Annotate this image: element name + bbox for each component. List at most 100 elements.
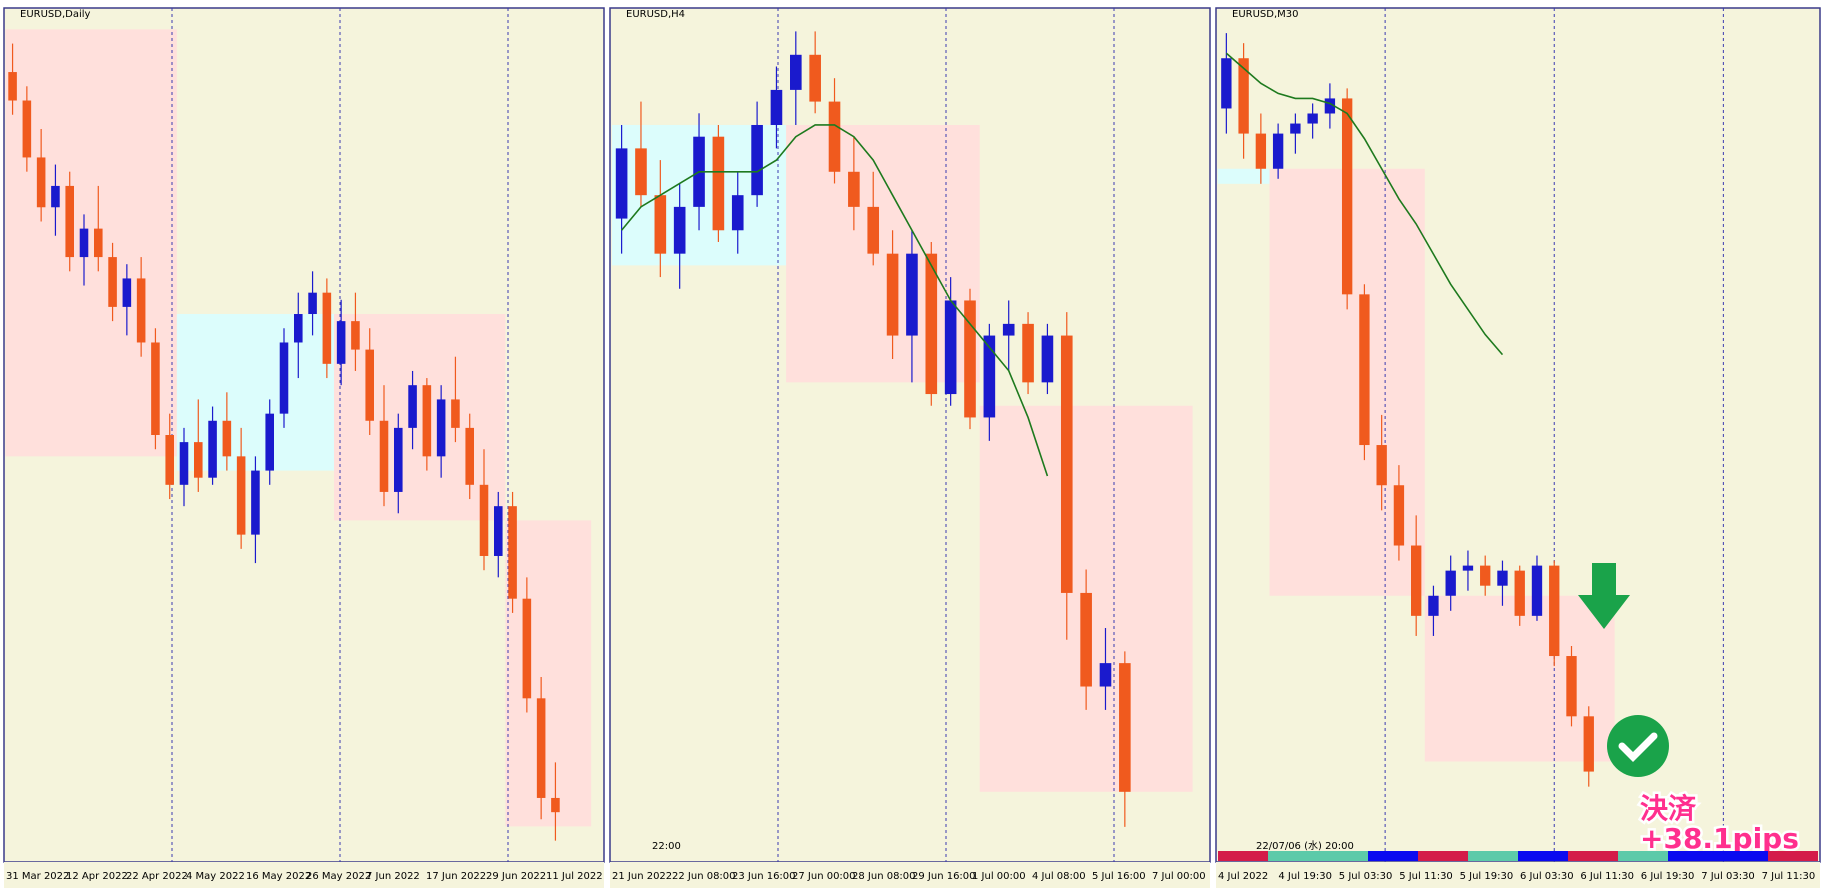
x-tick-label: 22 Jun 08:00: [672, 871, 736, 882]
x-tick-label: 7 Jul 11:30: [1762, 871, 1816, 882]
candle-body: [1060, 335, 1073, 593]
candle-body: [151, 342, 160, 435]
axis-strip: [1216, 862, 1820, 888]
x-tick-label: 6 Jul 19:30: [1641, 871, 1695, 882]
candle-body: [1411, 545, 1422, 616]
candle-body: [408, 385, 417, 428]
candle-body: [294, 314, 303, 343]
candle-body: [322, 292, 332, 364]
zone: [505, 520, 592, 827]
chart-panel: EURUSD,M30 4 Jul 2022 4 Jul 19:30 5 Jul 03:…: [1215, 7, 1821, 888]
candle-body: [165, 435, 174, 485]
candle-body: [508, 506, 517, 599]
candle-body: [94, 228, 103, 258]
candle-body: [925, 253, 938, 395]
panel-title: EURUSD,M30: [1232, 9, 1298, 20]
x-tick-label: 1 Jul 00:00: [972, 871, 1026, 882]
x-tick-label: 29 Jun 2022: [486, 871, 546, 882]
candle-body: [886, 253, 899, 336]
x-tick-label: 4 May 2022: [186, 871, 245, 882]
candle-body: [1341, 98, 1353, 295]
candle-body: [1272, 133, 1284, 169]
candle-body: [479, 484, 489, 556]
color-bar-cell: [1468, 851, 1518, 861]
color-bar: [1218, 851, 1818, 861]
x-tick-label: 4 Jul 2022: [1218, 871, 1268, 882]
result-label: 決済: [1640, 792, 1697, 825]
candle-body: [436, 399, 446, 457]
candle-body: [222, 420, 232, 457]
candle-body: [451, 399, 460, 428]
axis-strip: [4, 862, 604, 888]
check-icon: [1607, 715, 1669, 777]
candle-body: [379, 420, 389, 492]
color-bar-cell: [1768, 851, 1818, 861]
candle-body: [1376, 445, 1387, 486]
candle-body: [635, 148, 647, 196]
candle-body: [351, 321, 360, 350]
x-tick-label: 27 Jun 00:00: [792, 871, 856, 882]
moving-average: [1225, 52, 1504, 356]
candle-body: [1514, 570, 1525, 616]
candle-body: [1549, 565, 1560, 657]
color-bar-cell: [1418, 851, 1468, 861]
zone: [1217, 168, 1270, 184]
candle-body: [1221, 58, 1232, 109]
color-bar-cell: [1518, 851, 1568, 861]
candle-body: [336, 321, 346, 364]
moving-average: [620, 124, 1049, 477]
x-tick-label: 7 Jul 00:00: [1152, 871, 1206, 882]
x-tick-label: 22 Apr 2022: [126, 871, 188, 882]
candle-body: [136, 278, 146, 343]
zone: [176, 314, 334, 471]
candle-body: [1324, 98, 1336, 114]
x-tick-label: 7 Jun 2022: [366, 871, 420, 882]
candle-body: [906, 253, 918, 336]
candle-body: [1583, 716, 1594, 772]
color-bar-cell: [1618, 851, 1668, 861]
candle-body: [1428, 595, 1439, 616]
candle-body: [1002, 323, 1015, 336]
x-tick-label: 5 Jul 19:30: [1460, 871, 1514, 882]
candle-body: [712, 136, 725, 231]
candle-body: [1497, 570, 1508, 586]
candle-body: [964, 300, 976, 418]
candle-body: [1238, 58, 1249, 134]
candle-body: [944, 300, 957, 395]
candle-body: [1307, 113, 1318, 124]
candle-body: [179, 442, 189, 485]
x-tick-label: 5 Jul 11:30: [1399, 871, 1453, 882]
candle-body: [770, 89, 783, 125]
color-bar-cell: [1318, 851, 1368, 861]
candle-body: [1462, 565, 1474, 571]
time-annotation: 22/07/06 (水) 20:00: [1256, 840, 1354, 852]
candle-body: [983, 335, 996, 418]
candle-body: [536, 698, 546, 798]
candle-body: [828, 101, 841, 172]
axis-strip: [610, 862, 1210, 888]
x-tick-label: 5 Jul 16:00: [1092, 871, 1146, 882]
candle-body: [1531, 565, 1543, 616]
sell-arrow: [1578, 563, 1630, 629]
time-annotation: 22:00: [652, 841, 681, 852]
candle-body: [65, 185, 74, 258]
candle-body: [1566, 656, 1577, 717]
candle-body: [308, 292, 317, 315]
candle-body: [194, 442, 203, 478]
check-mark: [1618, 732, 1658, 762]
candle-body: [731, 195, 744, 231]
candle-body: [751, 124, 763, 196]
candle-body: [1022, 323, 1034, 383]
candle-body: [1080, 592, 1092, 687]
x-tick-label: 28 Jun 08:00: [852, 871, 916, 882]
result-label: +38.1pips: [1640, 822, 1799, 855]
candle-body: [1290, 123, 1301, 134]
candle-body: [251, 470, 260, 535]
panel-title: EURUSD,Daily: [20, 9, 91, 20]
candle-body: [1119, 663, 1131, 792]
candle-body: [654, 195, 667, 254]
x-tick-label: 6 Jul 11:30: [1580, 871, 1634, 882]
